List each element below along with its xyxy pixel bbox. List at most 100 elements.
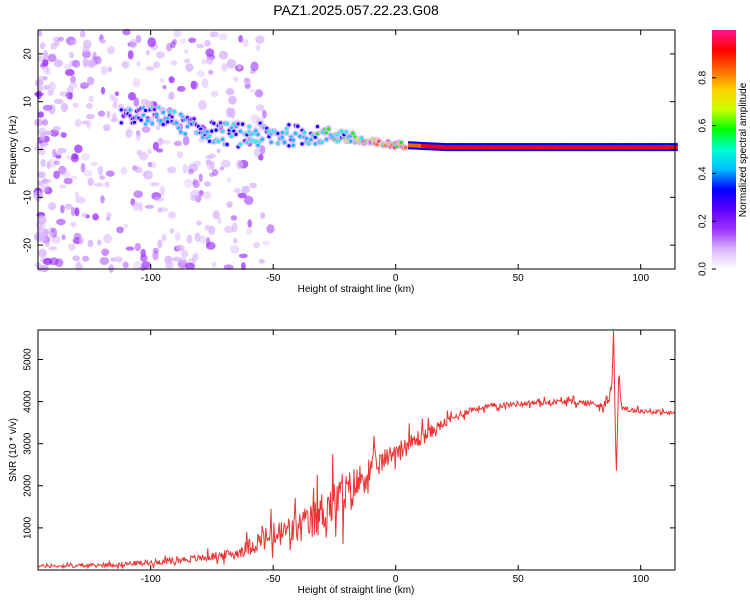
spectrogram-cell (105, 170, 115, 177)
spectrogram-cell (61, 234, 66, 241)
spectrogram-cell (593, 145, 597, 150)
spectrogram-cell (50, 42, 58, 50)
spectrogram-cell (72, 59, 81, 68)
spectrogram-cell (99, 257, 110, 265)
spectrogram-cell (230, 134, 234, 138)
spectrogram-cell (266, 224, 275, 234)
spectrogram-cell (168, 91, 175, 100)
spectrogram-cell (282, 141, 287, 145)
spectrogram-cell (141, 113, 145, 117)
spectrogram-cell (43, 105, 53, 112)
spectrogram-cell (53, 160, 60, 166)
spectrogram-cell (86, 76, 95, 86)
spectrogram-cell (287, 123, 291, 127)
spectrogram-cell (133, 97, 140, 107)
spectrogram-cell (159, 78, 165, 83)
spectrogram-cell (285, 127, 289, 131)
spectrogram-cell (196, 70, 205, 78)
spectrogram-cell (41, 179, 52, 184)
spectrogram-cell (47, 89, 54, 96)
spectrogram-cell (74, 119, 82, 127)
spectrogram-cell (630, 145, 634, 150)
spectrogram-cell (253, 148, 261, 158)
spectrogram-cell (207, 139, 212, 143)
spectrogram-cell (217, 217, 222, 224)
spectrogram-cell (170, 115, 174, 119)
spectrogram-cell (36, 228, 47, 234)
spectrogram-cell (198, 173, 203, 182)
spectrogram-cell (626, 145, 630, 150)
spectrogram-cell (177, 126, 181, 130)
spectrogram-cell (221, 63, 229, 72)
spectrogram-cell (157, 137, 164, 146)
spectrogram-cell (236, 159, 244, 170)
spectrogram-cell (344, 130, 348, 134)
spectrogram-cell (52, 36, 61, 42)
spectrogram-cell (40, 132, 46, 141)
spectrogram-cell (214, 128, 218, 132)
spectrogram-cell (599, 145, 603, 150)
spectrogram-cell (315, 125, 320, 129)
spectrogram-cell (315, 132, 320, 136)
spectrogram-cell (99, 39, 106, 44)
snr-y-label: SNR (10 * v/v) (8, 418, 19, 482)
spectrogram-cell (238, 35, 244, 43)
spectrogram-cell (535, 145, 539, 150)
spectrogram-cell (208, 69, 214, 75)
spectrogram-cell (188, 163, 198, 173)
spectrogram-cell (205, 159, 212, 165)
spectrogram-cell (150, 121, 154, 126)
spectrogram-cell (238, 129, 242, 133)
spectrogram-cell (87, 59, 95, 68)
spectrogram-cell (646, 145, 650, 150)
spectrogram-cell (90, 161, 99, 166)
spectrogram-cell (64, 68, 75, 77)
spectrogram-cell (87, 177, 94, 186)
spectrogram-cell (37, 86, 44, 92)
spectrogram-cell (83, 170, 93, 177)
spectrogram-cell (92, 213, 99, 221)
spectrogram-cell (650, 145, 654, 150)
spectrogram-cell (52, 126, 61, 132)
spectrogram-cell (276, 131, 280, 136)
spectrogram-cell (221, 129, 225, 133)
spectrogram-cell (74, 144, 83, 154)
spectrogram-cell (88, 95, 94, 103)
spectrogram-cell (507, 145, 511, 150)
spectrogram-cell (226, 107, 235, 115)
spectrogram-cell (509, 145, 513, 150)
spectrogram-cell (119, 108, 123, 112)
spectrogram-cell (236, 64, 243, 70)
spectrogram-cell (51, 148, 57, 158)
spectrogram-cell (199, 189, 204, 197)
spectrogram-cell (74, 207, 80, 217)
spectrogram-cell (482, 145, 486, 150)
spectrogram-cell (253, 241, 260, 249)
spectrogram-cell (218, 50, 228, 60)
spectrogram-cell (256, 104, 265, 112)
spectrogram-cell (79, 30, 86, 38)
spectrogram-cell (255, 35, 265, 44)
spectrogram-cell (107, 66, 113, 73)
spectrogram-cell (410, 143, 414, 148)
spectrogram-cell (37, 111, 44, 118)
spectrogram-cell (83, 39, 92, 50)
spectrogram-cell (128, 108, 132, 112)
y-tick-label: 3000 (23, 432, 34, 455)
snr-x-axis: -100 -50 0 50 100 (141, 330, 649, 585)
spectrogram-cell (119, 121, 123, 125)
spectrogram-cell (260, 137, 264, 141)
spectrogram-cell (192, 253, 197, 264)
spectrogram-cell (145, 49, 150, 56)
spectrogram-cell (460, 145, 464, 150)
spectrogram-cell (183, 132, 187, 136)
spectrogram-cell (212, 261, 217, 268)
y-tick-label: 1000 (23, 516, 34, 539)
spectrogram-cell (133, 261, 143, 271)
spectrogram-cell (360, 136, 364, 140)
spectrogram-cell (230, 215, 237, 221)
spectrogram-cell (173, 30, 182, 38)
spectrogram-cell (143, 170, 153, 180)
spectrogram-cell (221, 137, 225, 141)
spectrogram-cell (249, 182, 258, 189)
